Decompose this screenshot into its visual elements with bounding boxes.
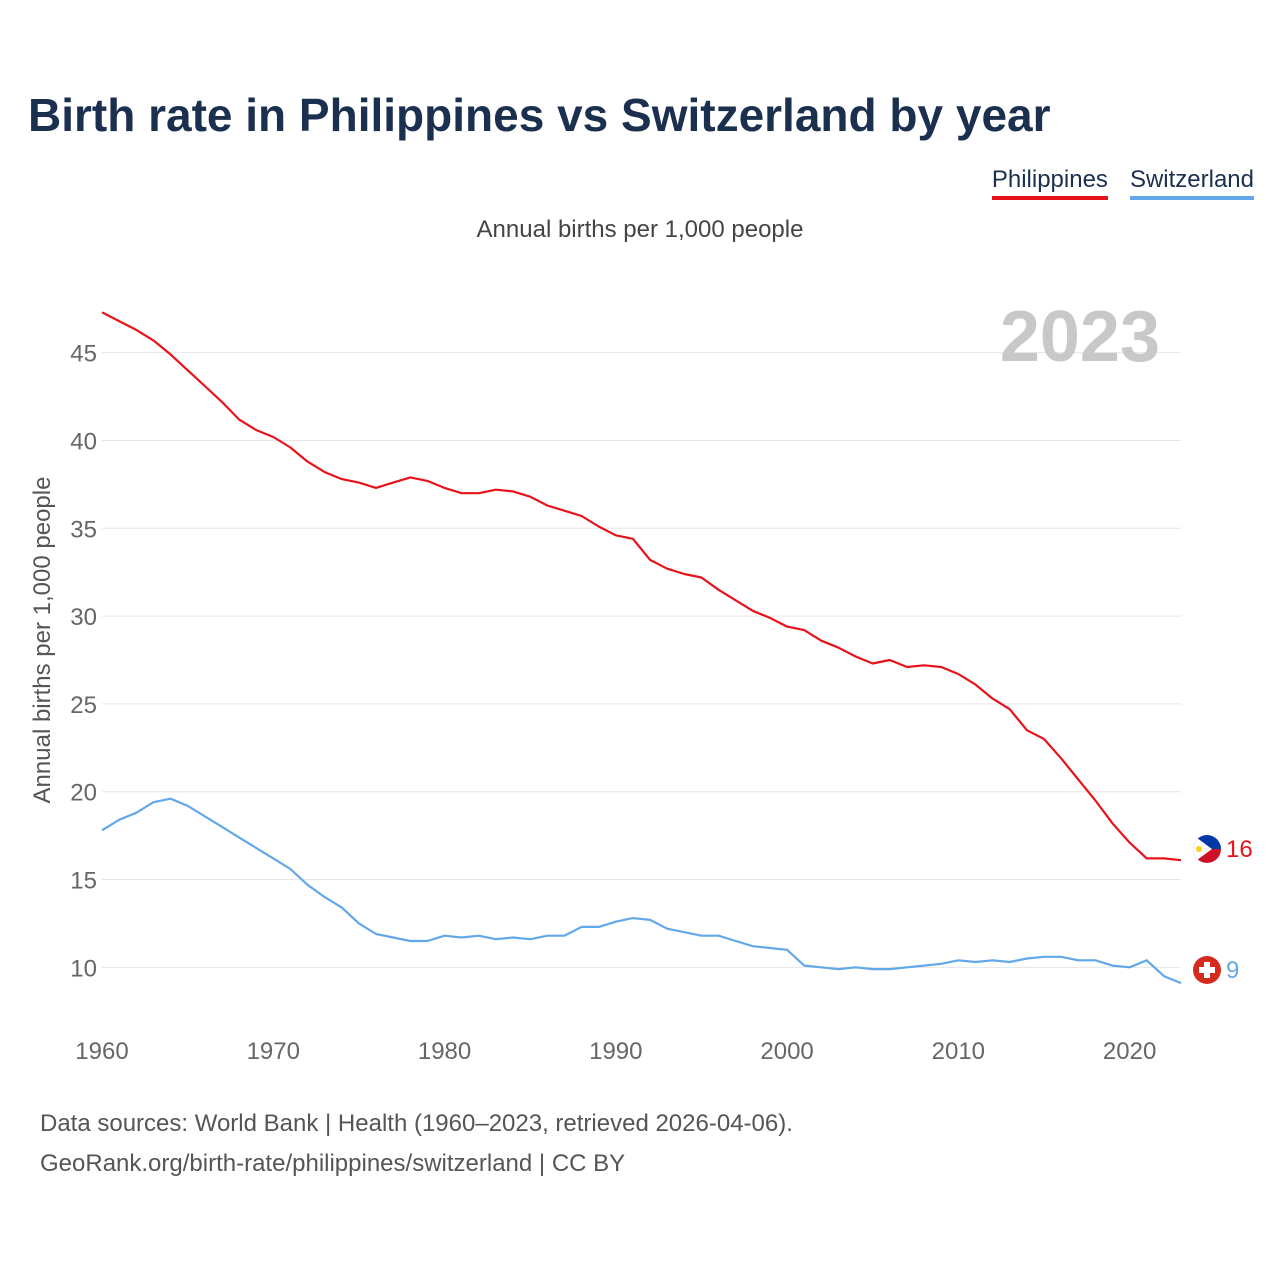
philippines-flag-icon	[1193, 835, 1221, 863]
license-line: GeoRank.org/birth-rate/philippines/switz…	[40, 1150, 626, 1177]
year-badge: 2023	[1000, 297, 1160, 377]
y-tick-label: 25	[70, 692, 97, 719]
series-line-philippines[interactable]	[101, 311, 1182, 862]
y-axis-label: Annual births per 1,000 people	[29, 477, 56, 804]
switzerland-flag-icon	[1193, 956, 1221, 984]
x-tick-label: 1980	[418, 1038, 471, 1065]
chart-title: Birth rate in Philippines vs Switzerland…	[28, 89, 1051, 141]
y-tick-label: 35	[70, 516, 97, 543]
series-line-switzerland[interactable]	[101, 797, 1182, 985]
legend-item-philippines[interactable]: Philippines	[991, 166, 1108, 200]
chart-subtitle: Annual births per 1,000 people	[476, 216, 804, 243]
y-tick-label: 15	[70, 868, 97, 895]
series-lines	[101, 311, 1182, 985]
x-tick-label: 2010	[932, 1038, 985, 1065]
x-tick-label: 1990	[589, 1038, 642, 1065]
y-axis-ticks: 10 15 20 25 30 35 40 45	[70, 341, 97, 983]
y-tick-label: 45	[70, 341, 97, 368]
grid-lines	[102, 352, 1181, 968]
legend: Philippines Switzerland	[991, 166, 1254, 200]
x-tick-label: 2020	[1103, 1038, 1156, 1065]
y-tick-label: 20	[70, 780, 97, 807]
end-label-philippines: 16	[1226, 836, 1253, 863]
end-label-switzerland: 9	[1226, 957, 1239, 984]
legend-item-switzerland[interactable]: Switzerland	[1129, 166, 1254, 200]
x-tick-label: 1970	[247, 1038, 300, 1065]
y-tick-label: 40	[70, 428, 97, 455]
data-source-footer: Data sources: World Bank | Health (1960–…	[40, 1104, 793, 1184]
x-axis-ticks: 1960 1970 1980 1990 2000 2010 2020	[75, 1038, 1156, 1065]
y-tick-label: 10	[70, 955, 97, 982]
y-tick-label: 30	[70, 604, 97, 631]
x-tick-label: 1960	[75, 1038, 128, 1065]
x-tick-label: 2000	[760, 1038, 813, 1065]
source-line: Data sources: World Bank | Health (1960–…	[40, 1110, 793, 1137]
